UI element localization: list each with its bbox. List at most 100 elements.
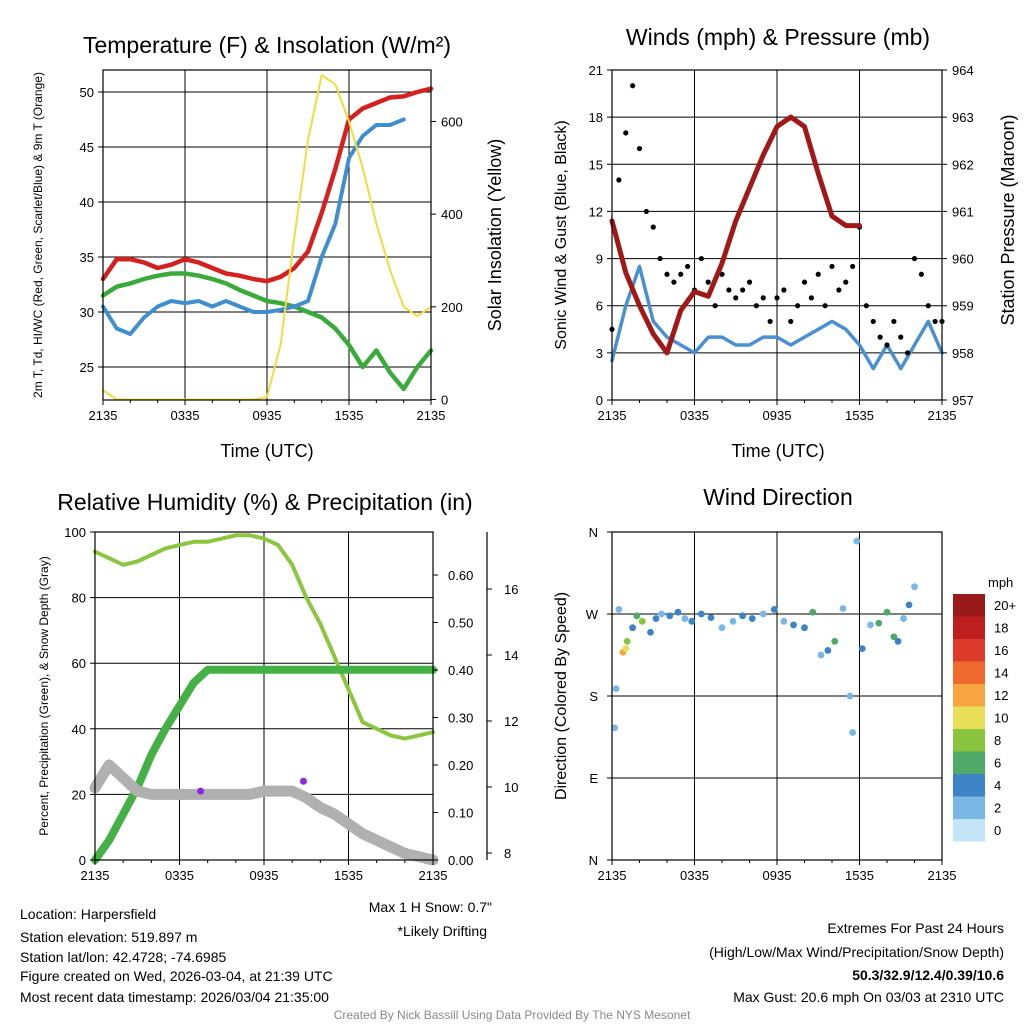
gust-point	[630, 83, 636, 89]
x-tick-label: 2135	[89, 408, 118, 423]
y-tick-label: 60	[72, 656, 86, 671]
x-tick-label: 0935	[763, 408, 792, 423]
direction-point	[611, 724, 619, 732]
x-tick-label: 0935	[250, 868, 279, 883]
gust-point	[623, 130, 629, 136]
y2-tick-label: 400	[441, 207, 463, 222]
gust-point	[664, 271, 670, 277]
info-created: Figure created on Wed, 2026-03-04, at 21…	[20, 968, 333, 984]
gust-point	[774, 295, 780, 301]
gust-point	[836, 287, 842, 293]
temperature-xlabel: Time (UTC)	[220, 441, 313, 461]
credit-line: Created By Nick Bassill Using Data Provi…	[334, 1008, 691, 1022]
gust-point	[884, 342, 890, 348]
snow-tick-label: 14	[504, 648, 518, 663]
series-wc	[101, 117, 406, 336]
direction-point	[824, 647, 832, 654]
x-tick-label: 1535	[845, 408, 874, 423]
gust-point	[911, 255, 918, 262]
x-tick-label: 0935	[763, 868, 792, 883]
gust-point	[905, 350, 911, 356]
winds-ylabel: Sonic Wind & Gust (Blue, Black)	[553, 120, 570, 349]
gust-point	[932, 318, 938, 325]
gust-point	[746, 279, 753, 285]
direction-point	[867, 621, 874, 629]
direction-point	[894, 637, 902, 645]
y2-tick-label: 960	[952, 252, 974, 267]
info-location: Location: Harpersfield	[20, 906, 156, 922]
series-station-pressure	[609, 114, 862, 356]
wind-direction-panel: Wind Direction 2135 0335 0935 1535 2135NESWN…	[553, 484, 1016, 883]
series-rh	[93, 533, 435, 741]
legend-label: 20+	[994, 598, 1016, 613]
y2-tick-label: 964	[952, 63, 974, 78]
legend-label: 12	[994, 688, 1008, 703]
direction-point	[839, 605, 847, 612]
legend-label: 16	[994, 643, 1008, 658]
direction-point	[831, 637, 839, 645]
gust-point	[636, 145, 643, 152]
drifting-point	[197, 787, 205, 795]
y-tick-label: S	[589, 689, 598, 704]
legend-swatch	[953, 661, 985, 684]
direction-point	[890, 633, 898, 641]
x-tick-label: 2135	[81, 868, 110, 883]
direction-point	[858, 645, 866, 653]
y-tick-label: 50	[80, 85, 94, 100]
direction-point	[666, 612, 674, 620]
extremes-box: Extremes For Past 24 Hours (High/Low/Max…	[709, 920, 1004, 1005]
direction-point	[883, 608, 891, 616]
direction-point	[697, 610, 705, 618]
extremes-title: Extremes For Past 24 Hours	[827, 920, 1004, 936]
gust-point	[822, 303, 828, 309]
legend-swatch	[953, 706, 985, 729]
direction-point	[739, 612, 747, 620]
direction-point	[622, 645, 630, 653]
gust-point	[698, 255, 704, 262]
direction-point	[801, 624, 808, 632]
direction-point	[780, 617, 788, 625]
direction-point	[718, 624, 726, 632]
direction-point	[748, 615, 756, 622]
gust-point	[726, 287, 732, 293]
legend-swatch	[953, 684, 985, 707]
x-tick-label: 2135	[928, 408, 957, 423]
gust-point	[808, 295, 814, 301]
gust-point	[891, 318, 897, 325]
gust-point	[870, 318, 876, 325]
direction-point	[790, 621, 797, 629]
gust-point	[863, 303, 869, 309]
x-tick-label: 0335	[680, 408, 709, 423]
temperature-ylabel: 2m T, Td, HI/WC (Red, Green, Scarlet/Blu…	[31, 72, 45, 398]
direction-point	[875, 619, 883, 627]
gust-point	[650, 224, 656, 230]
wind-direction-title: Wind Direction	[703, 484, 853, 510]
gust-point	[788, 318, 794, 325]
y-tick-label: 15	[589, 157, 603, 172]
direction-point	[623, 637, 631, 645]
gust-point	[898, 334, 904, 340]
legend-title: mph	[988, 575, 1013, 590]
gust-point	[767, 318, 773, 325]
y-tick-label: 40	[80, 195, 94, 210]
legend-label: 4	[994, 778, 1001, 793]
extremes-subtitle: (High/Low/Max Wind/Precipitation/Snow De…	[709, 944, 1004, 960]
y-tick-label: 35	[80, 250, 94, 265]
gust-point	[877, 334, 883, 340]
gust-point	[850, 263, 856, 270]
y-tick-label: 9	[596, 252, 603, 267]
x-tick-label: 0335	[165, 868, 194, 883]
y-tick-label: 30	[80, 305, 94, 320]
snow-tick-label: 10	[504, 780, 518, 795]
x-tick-label: 0335	[680, 868, 709, 883]
humidity-title: Relative Humidity (%) & Precipitation (i…	[57, 489, 472, 515]
legend-label: 14	[994, 666, 1008, 681]
gust-point	[753, 303, 759, 309]
x-tick-label: 2135	[598, 868, 627, 883]
direction-point	[681, 615, 689, 622]
direction-point	[817, 651, 825, 659]
direction-point	[615, 606, 623, 613]
y-tick-label: 20	[72, 787, 86, 802]
direction-point	[809, 608, 817, 616]
x-tick-label: 2135	[417, 408, 446, 423]
